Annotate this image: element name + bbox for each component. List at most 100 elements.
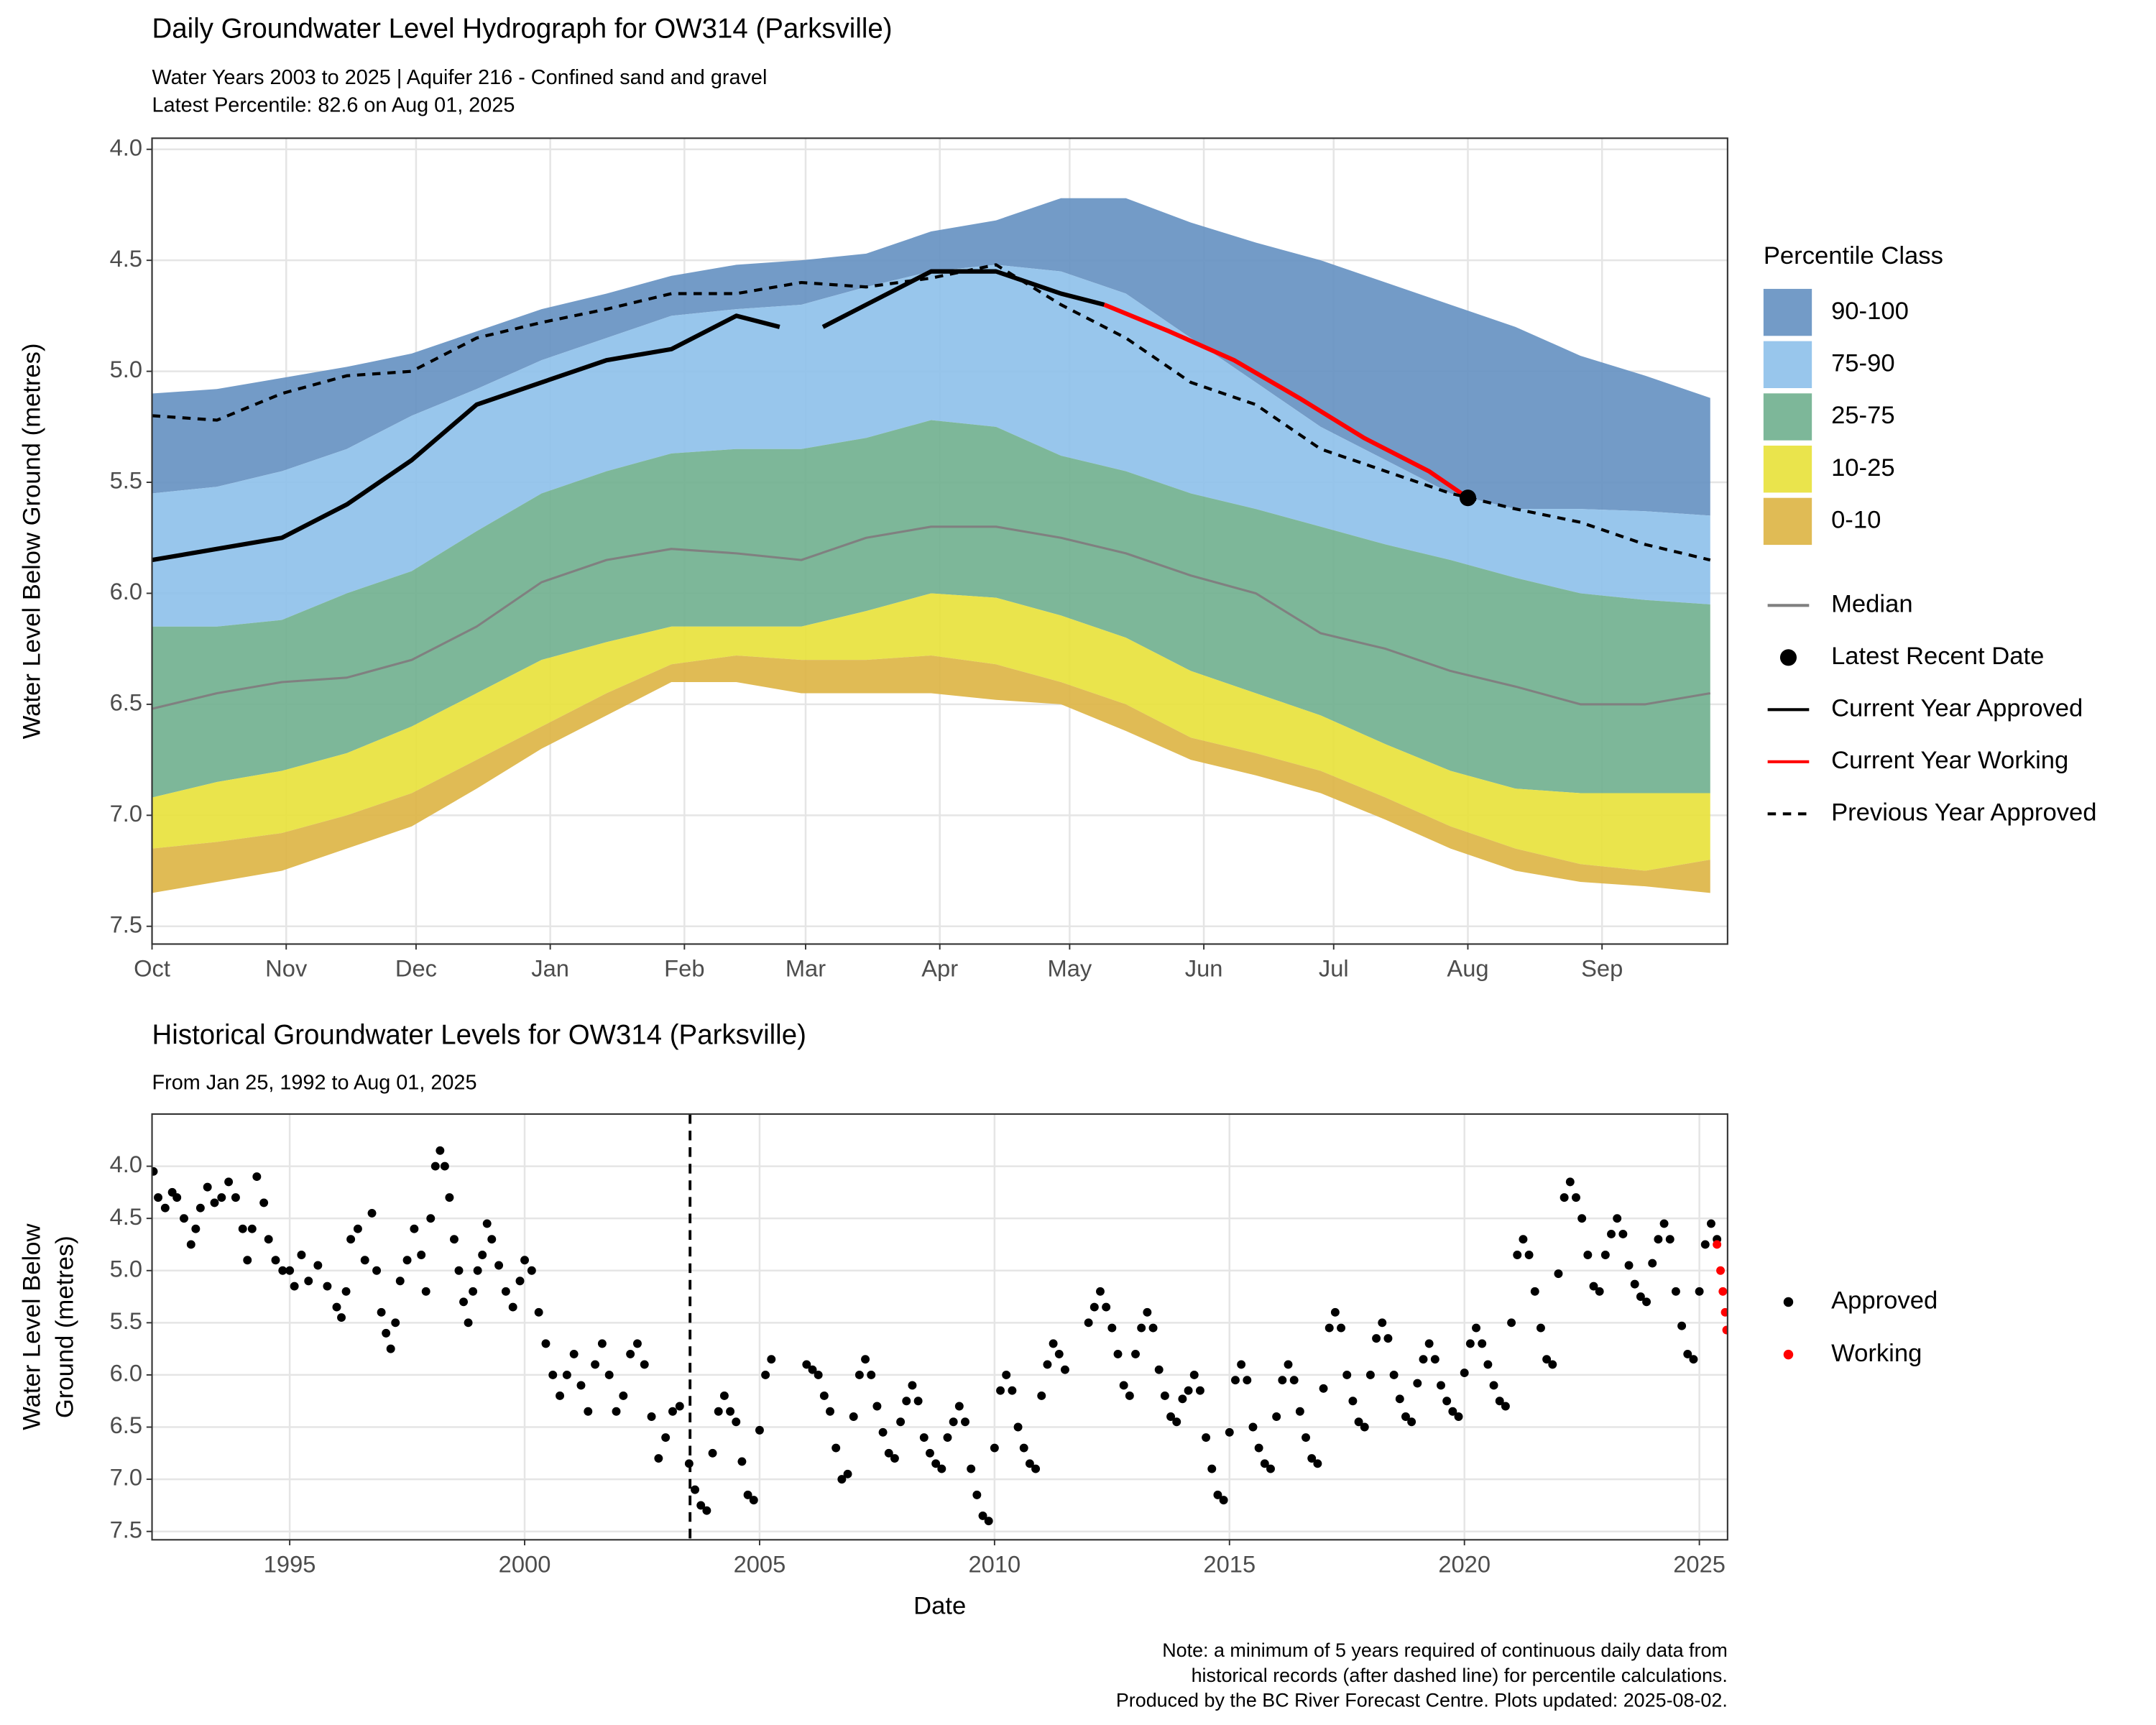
data-point xyxy=(210,1198,219,1208)
panel-border xyxy=(151,137,1728,945)
data-point xyxy=(367,1208,377,1218)
data-point xyxy=(1642,1297,1651,1307)
data-point xyxy=(1360,1422,1369,1432)
x-tick-label: 2010 xyxy=(969,1550,1021,1577)
y-tick-label: 4.0 xyxy=(110,1151,142,1177)
x-tick-label: Jan xyxy=(531,955,569,982)
data-point xyxy=(1489,1381,1498,1390)
data-point xyxy=(604,1370,614,1379)
data-point xyxy=(761,1370,770,1379)
y-axis-label: Ground (metres) xyxy=(51,1236,78,1418)
x-tick-label: 2015 xyxy=(1203,1550,1256,1577)
x-tick-label: Aug xyxy=(1447,955,1488,982)
footnote: historical records (after dashed line) f… xyxy=(1192,1665,1728,1686)
data-point xyxy=(1472,1323,1480,1333)
data-point xyxy=(180,1214,188,1223)
data-point xyxy=(341,1287,351,1296)
data-point xyxy=(908,1381,917,1390)
data-point xyxy=(1219,1496,1228,1505)
y-tick-label: 7.5 xyxy=(110,911,142,937)
data-point xyxy=(508,1302,517,1312)
data-point xyxy=(332,1302,341,1312)
data-point xyxy=(1178,1394,1187,1404)
data-point xyxy=(264,1235,273,1244)
data-point xyxy=(1507,1318,1516,1328)
data-point xyxy=(247,1224,257,1233)
data-point xyxy=(271,1256,280,1265)
y-tick-label: 4.0 xyxy=(110,134,142,160)
data-point xyxy=(1119,1381,1128,1390)
data-point xyxy=(520,1256,529,1265)
data-point xyxy=(410,1224,419,1233)
x-tick-label: Jul xyxy=(1319,955,1349,982)
x-tick-label: Sep xyxy=(1581,955,1623,982)
data-point xyxy=(1043,1360,1052,1369)
chart-subtitle: From Jan 25, 1992 to Aug 01, 2025 xyxy=(152,1071,477,1094)
data-point xyxy=(996,1386,1005,1395)
series-line xyxy=(152,269,1105,563)
data-point xyxy=(152,1167,158,1176)
y-tick-label: 5.5 xyxy=(110,467,142,494)
data-point xyxy=(1671,1287,1680,1296)
data-point xyxy=(1254,1443,1263,1453)
data-point xyxy=(691,1485,699,1494)
data-point xyxy=(967,1464,976,1473)
percentile-band xyxy=(152,655,1710,893)
data-point xyxy=(217,1193,226,1202)
footnote: Note: a minimum of 5 years required of c… xyxy=(1162,1639,1728,1661)
percentile-band xyxy=(152,198,1710,516)
data-point xyxy=(1189,1370,1199,1379)
data-point xyxy=(1618,1229,1628,1238)
legend-label: 0-10 xyxy=(1831,507,1881,534)
percentile-band xyxy=(152,593,1710,871)
data-point xyxy=(919,1433,929,1442)
data-point xyxy=(527,1266,536,1275)
legend-label: Previous Year Approved xyxy=(1831,799,2096,826)
data-point xyxy=(417,1251,426,1259)
data-point xyxy=(297,1251,306,1259)
y-tick-label: 6.5 xyxy=(110,689,142,716)
data-point xyxy=(576,1381,586,1390)
data-point xyxy=(943,1433,952,1442)
data-point xyxy=(1284,1360,1293,1369)
data-point xyxy=(1013,1422,1023,1432)
data-point xyxy=(1718,1287,1728,1296)
x-tick-label: Mar xyxy=(786,955,826,982)
chart-title: Daily Groundwater Level Hydrograph for O… xyxy=(152,13,893,44)
data-point xyxy=(1700,1240,1710,1249)
x-tick-label: Apr xyxy=(921,955,958,982)
data-point xyxy=(1202,1433,1211,1442)
data-point xyxy=(487,1235,497,1244)
data-point xyxy=(1683,1349,1692,1358)
data-point xyxy=(619,1392,628,1400)
data-point xyxy=(391,1318,400,1328)
data-point xyxy=(1260,1459,1269,1468)
legend-key xyxy=(1783,1297,1794,1307)
legend-label: 90-100 xyxy=(1831,298,1909,325)
data-point xyxy=(1654,1235,1663,1244)
data-point xyxy=(1722,1325,1728,1335)
data-point xyxy=(884,1448,893,1458)
y-axis-label: Water Level Below Ground (metres) xyxy=(18,344,45,740)
data-point xyxy=(515,1276,525,1286)
data-point xyxy=(304,1276,313,1286)
x-tick-label: Nov xyxy=(265,955,308,982)
x-tick-label: 1995 xyxy=(264,1550,316,1577)
data-point xyxy=(1536,1323,1545,1333)
data-point xyxy=(346,1235,356,1244)
data-point xyxy=(1325,1323,1334,1333)
data-point xyxy=(1389,1370,1399,1379)
chart-subtitle: Water Years 2003 to 2025 | Aquifer 216 -… xyxy=(152,66,768,89)
data-point xyxy=(961,1417,969,1427)
series-line xyxy=(1103,303,1470,500)
data-point xyxy=(1677,1321,1687,1330)
data-point xyxy=(252,1172,262,1182)
data-point xyxy=(926,1448,934,1458)
data-point xyxy=(1565,1177,1575,1187)
y-tick-label: 7.0 xyxy=(110,1464,142,1491)
data-point xyxy=(445,1193,454,1202)
data-point xyxy=(1008,1386,1017,1395)
data-point xyxy=(1195,1386,1204,1395)
y-tick-label: 7.5 xyxy=(110,1516,142,1542)
data-point xyxy=(1707,1219,1715,1228)
